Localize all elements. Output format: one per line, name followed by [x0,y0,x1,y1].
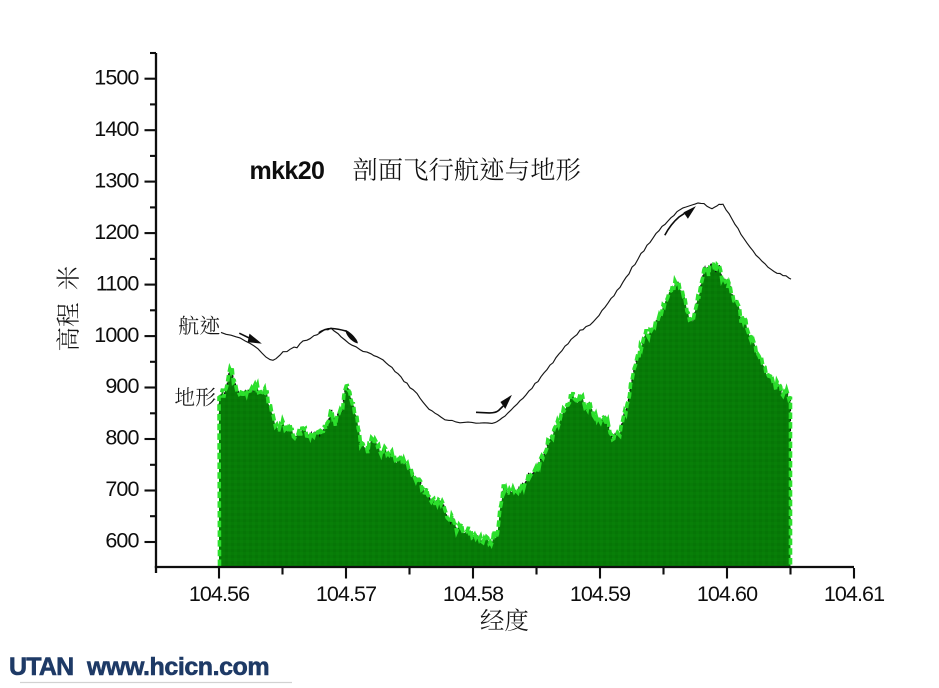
svg-text:900: 900 [105,374,139,398]
svg-text:1000: 1000 [94,323,139,347]
svg-text:mkk20: mkk20 [250,157,325,185]
svg-text:www.hcicn.com: www.hcicn.com [86,653,269,681]
svg-text:UTAN: UTAN [9,653,73,681]
svg-text:1300: 1300 [94,168,139,192]
svg-text:104.61: 104.61 [824,582,884,606]
svg-text:600: 600 [105,529,139,553]
svg-text:800: 800 [105,426,139,450]
svg-text:1500: 1500 [94,65,139,89]
svg-text:104.58: 104.58 [443,582,504,606]
svg-text:104.57: 104.57 [316,582,376,606]
svg-text:1400: 1400 [94,117,139,141]
svg-text:700: 700 [105,477,139,501]
svg-text:104.60: 104.60 [697,582,758,606]
svg-text:104.59: 104.59 [570,582,630,606]
svg-text:1100: 1100 [96,271,140,295]
svg-text:1200: 1200 [94,220,139,244]
svg-text:104.56: 104.56 [189,582,250,606]
